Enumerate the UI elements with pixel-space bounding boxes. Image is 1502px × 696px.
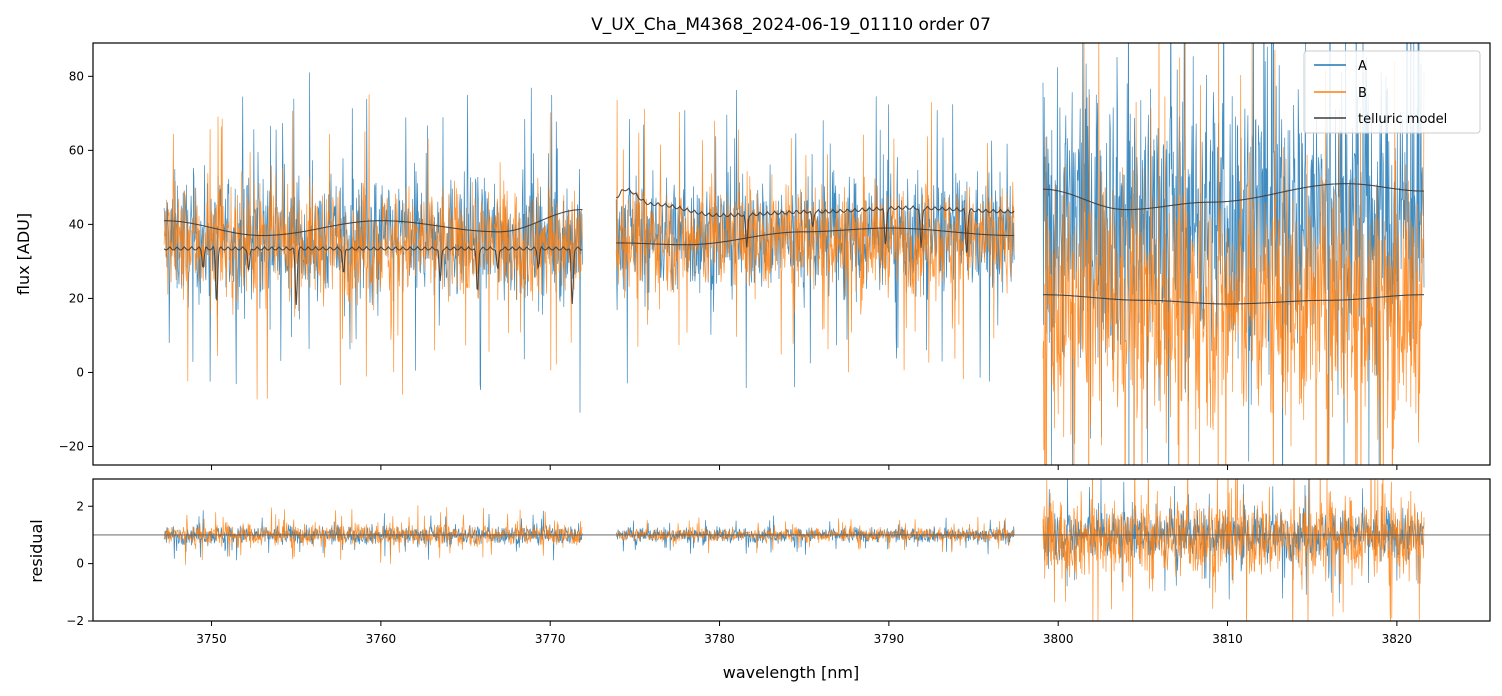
telluric-model-lower-segment-2 xyxy=(616,227,1015,246)
xtick-label: 3760 xyxy=(366,632,397,646)
xtick-label: 3780 xyxy=(704,632,735,646)
telluric-model-upper-segment-1 xyxy=(164,209,583,237)
flux-ytick-label: 60 xyxy=(69,143,84,157)
legend-label-a: A xyxy=(1358,59,1367,74)
flux-ytick-label: 80 xyxy=(69,69,84,83)
flux-ytick-label: 0 xyxy=(76,365,84,379)
flux-plot: 80 60 40 20 0 −20 flux [ADU] A B telluri… xyxy=(14,42,1491,470)
residual-series-a-segment-2 xyxy=(615,515,1015,555)
xtick-label: 3790 xyxy=(874,632,905,646)
xtick-label: 3800 xyxy=(1043,632,1074,646)
telluric-model-upper-segment-3 xyxy=(1043,183,1424,211)
chart-title: V_UX_Cha_M4368_2024-06-19_01110 order 07 xyxy=(591,15,991,35)
x-axis-label: wavelength [nm] xyxy=(723,663,860,682)
flux-axis-label: flux [ADU] xyxy=(14,213,33,295)
xtick-label: 3810 xyxy=(1212,632,1243,646)
xtick-label: 3750 xyxy=(196,632,227,646)
flux-ytick-label: −20 xyxy=(59,439,84,453)
flux-series-b-segment-1 xyxy=(163,94,583,400)
flux-axes-frame xyxy=(92,42,1491,466)
xtick-label: 3770 xyxy=(535,632,566,646)
telluric-model-lower-segment-3 xyxy=(1043,294,1424,305)
flux-ytick-label: 20 xyxy=(69,291,84,305)
residual-ytick-label: 2 xyxy=(76,499,84,513)
residual-axis-label: residual xyxy=(27,519,46,582)
residual-axes-frame xyxy=(92,478,1491,622)
legend-label-b: B xyxy=(1358,86,1367,101)
residual-plot: 2 0 −2 3750 3760 3770 3780 3790 3800 381… xyxy=(27,478,1491,682)
flux-series-a-segment-2 xyxy=(615,89,1015,389)
flux-series-b-segment-2 xyxy=(615,99,1015,380)
residual-ytick-label: 0 xyxy=(76,557,84,571)
flux-ytick-label: 40 xyxy=(69,217,84,231)
residual-series-b-segment-1 xyxy=(163,505,583,565)
legend: A B telluric model xyxy=(1303,50,1481,134)
residual-ytick-label: −2 xyxy=(66,614,84,628)
residual-series-b-segment-3 xyxy=(1042,479,1425,621)
telluric-model-lower-segment-1 xyxy=(163,245,583,305)
xtick-label: 3820 xyxy=(1382,632,1413,646)
telluric-model-upper-segment-2 xyxy=(615,187,1015,253)
legend-label-telluric: telluric model xyxy=(1358,112,1447,127)
